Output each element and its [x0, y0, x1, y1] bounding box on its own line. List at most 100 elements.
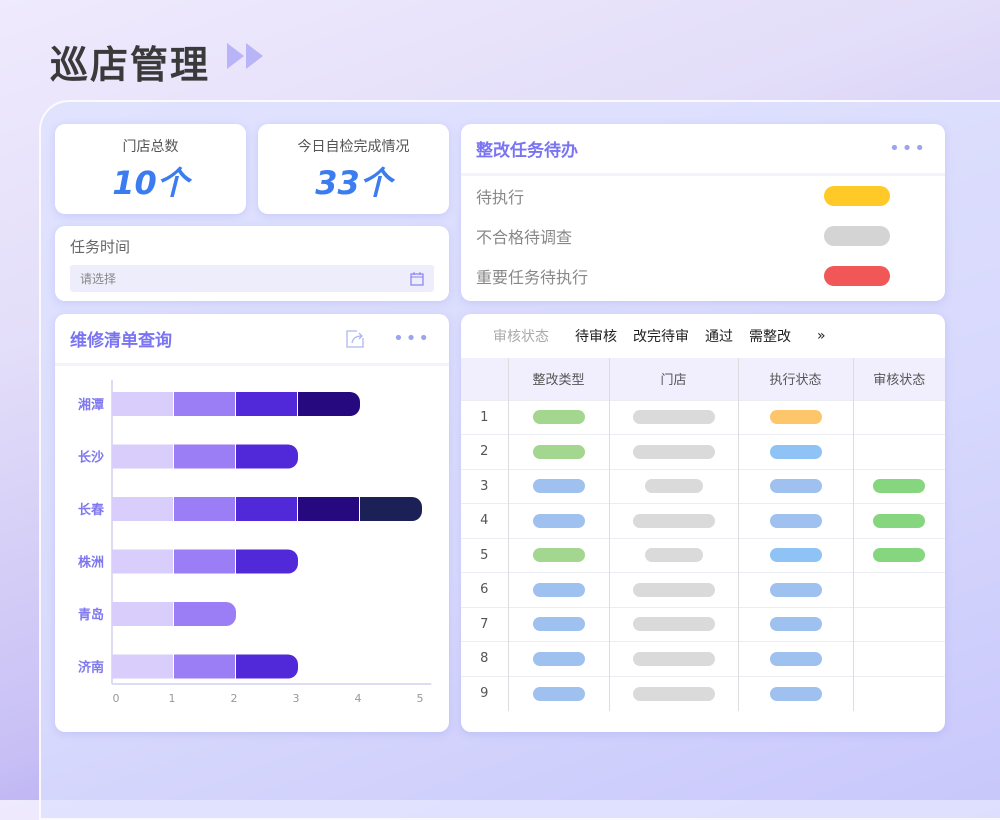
- filter-tab[interactable]: 需整改: [749, 329, 791, 345]
- x-tick-label: 0: [113, 692, 120, 705]
- table-row[interactable]: 4: [461, 503, 945, 538]
- status-pill: [632, 617, 715, 632]
- bar-segment[interactable]: [236, 549, 298, 574]
- todo-label: 待执行: [476, 188, 525, 207]
- row-number: 5: [461, 537, 509, 573]
- filter-tab[interactable]: 改完待审: [633, 329, 689, 345]
- filter-label: 审核状态: [493, 329, 549, 345]
- repair-title: 维修清单查询: [70, 331, 172, 351]
- calendar-icon: [410, 271, 424, 286]
- column-header: [461, 358, 509, 400]
- self-check-card: 今日自检完成情况 33个: [258, 124, 449, 214]
- status-pill: [769, 686, 822, 701]
- category-label: 株洲: [78, 555, 104, 571]
- column-header: 执行状态: [738, 358, 854, 400]
- status-pill: [532, 651, 585, 666]
- bar-segment[interactable]: [236, 497, 297, 521]
- bar-segment[interactable]: [174, 654, 235, 679]
- status-pill: [644, 548, 703, 563]
- x-tick-label: 4: [355, 692, 362, 705]
- table-row[interactable]: 3: [461, 468, 945, 504]
- bar-segment[interactable]: [360, 497, 422, 521]
- todo-item[interactable]: 待执行: [461, 176, 945, 216]
- row-number: 7: [461, 606, 509, 642]
- row-number: 1: [461, 399, 509, 435]
- todo-status-pill: [824, 186, 890, 206]
- bar-segment[interactable]: [174, 392, 235, 416]
- bar-segment[interactable]: [112, 602, 173, 626]
- row-number: 3: [461, 468, 509, 504]
- table-row[interactable]: 8: [461, 641, 945, 676]
- row-number: 4: [461, 503, 509, 538]
- status-pill: [632, 582, 715, 597]
- bar-segment[interactable]: [236, 654, 298, 679]
- status-pill: [644, 479, 703, 494]
- todo-card: 整改任务待办 ••• 待执行 不合格待调查 重要任务待执行: [461, 124, 945, 301]
- category-label: 长春: [78, 502, 105, 518]
- more-icon[interactable]: •••: [889, 138, 927, 159]
- bar-segment[interactable]: [298, 392, 360, 416]
- review-table: 整改类型 门店 执行状态 审核状态 1 2 3 4 5 6 7 8 9: [461, 358, 945, 711]
- more-filters-button[interactable]: »: [817, 328, 826, 344]
- bar-segment[interactable]: [236, 392, 297, 416]
- bar-segment[interactable]: [174, 444, 235, 469]
- bar-segment[interactable]: [174, 497, 235, 521]
- column-header: 审核状态: [853, 358, 945, 400]
- forward-arrows-icon: [227, 43, 263, 69]
- page-title: 巡店管理: [50, 43, 211, 87]
- category-label: 长沙: [78, 450, 104, 466]
- status-pill: [632, 686, 715, 701]
- task-time-card: 任务时间 请选择: [55, 226, 449, 301]
- filter-tab[interactable]: 通过: [705, 329, 733, 345]
- bar-segment[interactable]: [236, 444, 298, 469]
- date-picker[interactable]: 请选择: [70, 265, 434, 292]
- bar-segment[interactable]: [174, 602, 236, 626]
- stat-label: 今日自检完成情况: [297, 139, 410, 155]
- status-pill: [769, 513, 822, 528]
- table-row[interactable]: 6: [461, 572, 945, 607]
- status-pill: [769, 410, 822, 425]
- bar-segment[interactable]: [112, 392, 173, 416]
- x-tick-label: 2: [231, 692, 238, 705]
- store-count-card: 门店总数 10个: [55, 124, 246, 214]
- x-tick-label: 3: [293, 692, 300, 705]
- bar-segment[interactable]: [112, 654, 173, 679]
- more-icon[interactable]: •••: [393, 328, 431, 349]
- date-placeholder: 请选择: [80, 272, 117, 286]
- status-pill: [769, 651, 822, 666]
- bar-segment[interactable]: [174, 549, 235, 574]
- status-pill: [873, 548, 926, 563]
- table-row[interactable]: 5: [461, 537, 945, 573]
- todo-label: 不合格待调查: [476, 228, 573, 247]
- status-pill: [532, 513, 585, 528]
- table-row[interactable]: 9: [461, 675, 945, 711]
- table-row[interactable]: 2: [461, 434, 945, 469]
- status-pill: [532, 479, 585, 494]
- todo-item[interactable]: 重要任务待执行: [461, 256, 945, 296]
- filter-tab[interactable]: 待审核: [575, 329, 617, 345]
- column-header: 整改类型: [508, 358, 610, 400]
- category-label: 济南: [78, 660, 104, 676]
- category-label: 湘潭: [78, 397, 104, 413]
- status-pill: [632, 651, 715, 666]
- bar-segment[interactable]: [112, 444, 173, 469]
- bar-segment[interactable]: [112, 497, 173, 521]
- x-tick-label: 5: [417, 692, 424, 705]
- todo-item[interactable]: 不合格待调查: [461, 216, 945, 256]
- share-icon[interactable]: [345, 329, 365, 349]
- table-row[interactable]: 1: [461, 399, 945, 435]
- bar-segment[interactable]: [112, 549, 173, 574]
- status-pill: [769, 479, 822, 494]
- task-time-label: 任务时间: [70, 238, 131, 256]
- row-number: 9: [461, 675, 509, 711]
- status-pill: [532, 617, 585, 632]
- status-pill: [769, 548, 822, 563]
- column-header: 门店: [609, 358, 739, 400]
- row-number: 8: [461, 641, 509, 676]
- stat-value: 10个: [112, 164, 189, 202]
- status-pill: [632, 410, 715, 425]
- bar-segment[interactable]: [298, 497, 359, 521]
- status-pill: [873, 479, 926, 494]
- table-row[interactable]: 7: [461, 606, 945, 642]
- todo-status-pill: [824, 226, 890, 246]
